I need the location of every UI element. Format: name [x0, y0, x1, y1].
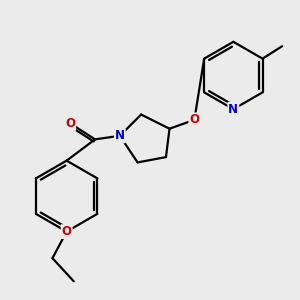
Text: O: O [189, 113, 199, 126]
Text: N: N [228, 103, 239, 116]
Text: N: N [115, 129, 125, 142]
Text: O: O [61, 225, 72, 238]
Text: O: O [65, 117, 75, 130]
